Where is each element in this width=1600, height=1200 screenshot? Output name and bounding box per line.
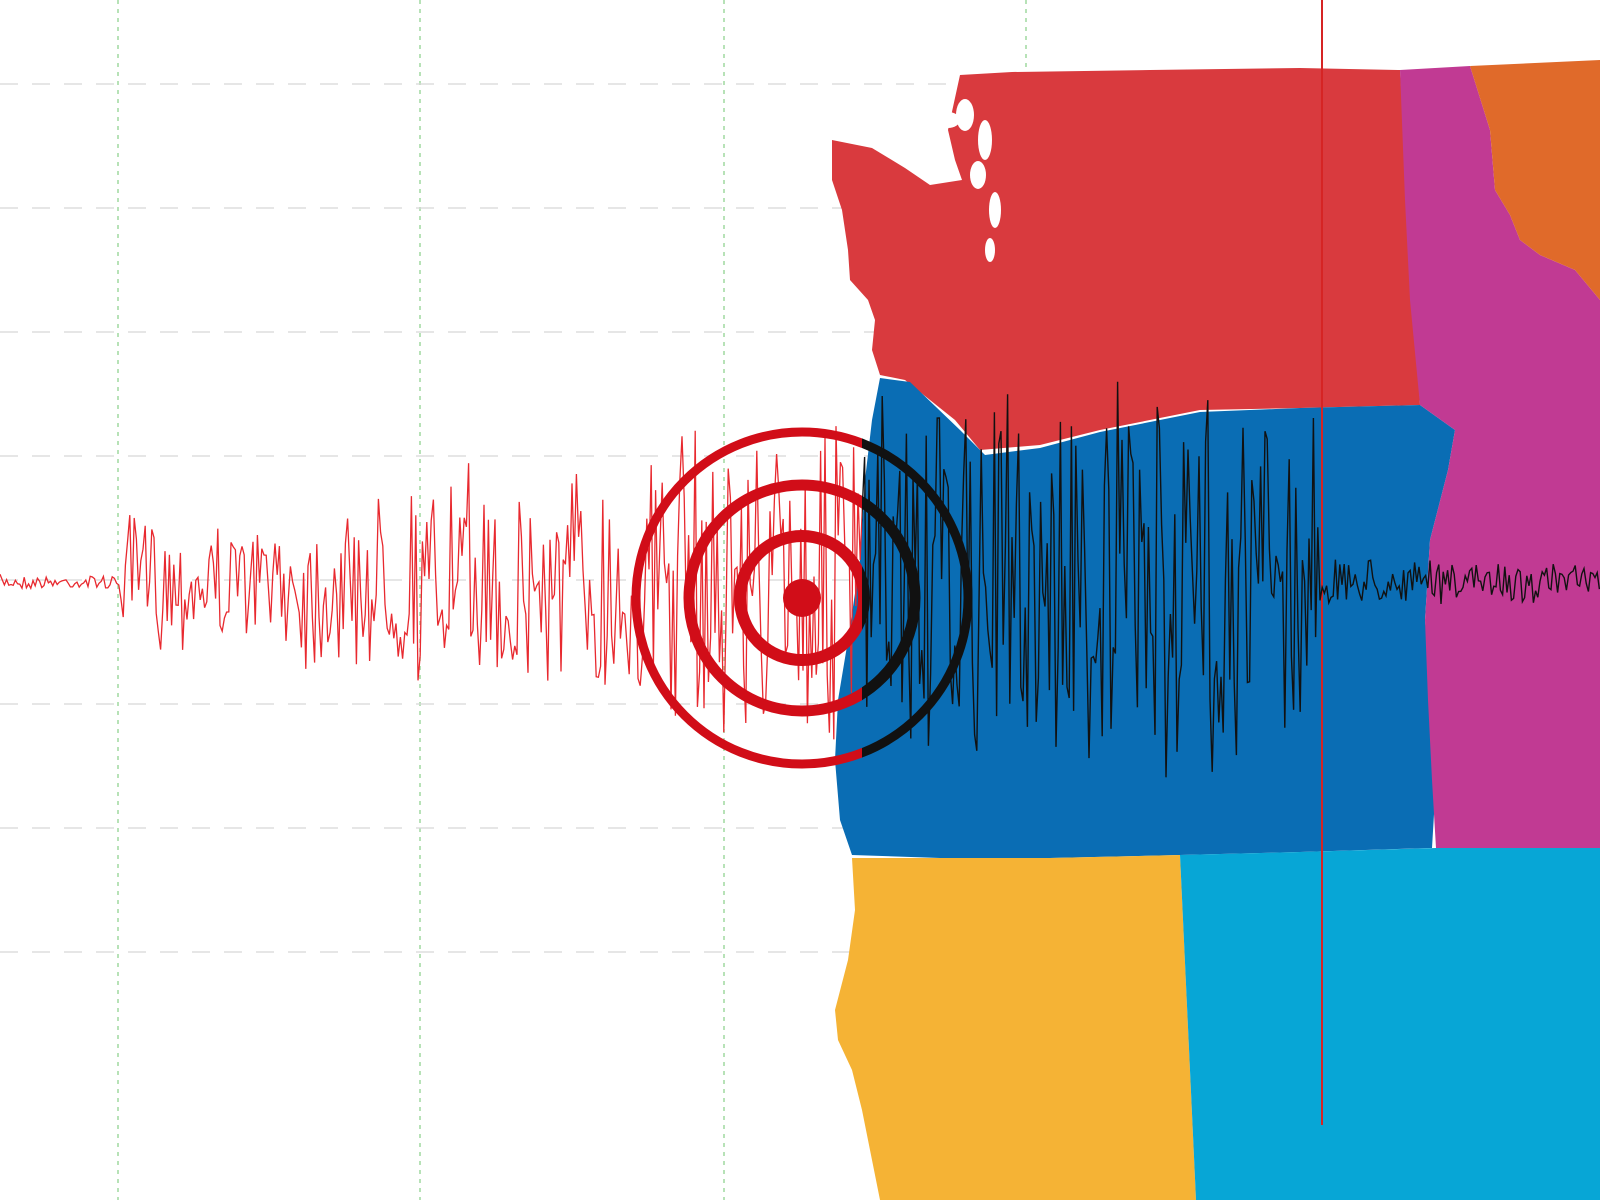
state-map (832, 60, 1600, 1200)
epicenter-ring (862, 566, 870, 630)
epicenter-ring (862, 438, 973, 758)
earthquake-epicenter-icon (631, 427, 973, 769)
island-shape (936, 112, 960, 128)
montana-region (1470, 60, 1600, 300)
epicenter-rings-red (631, 427, 862, 769)
island-shape (970, 161, 986, 189)
island-shape (989, 192, 1001, 228)
puget-sound-islands (936, 99, 1001, 262)
island-shape (985, 238, 995, 262)
epicenter-ring (683, 479, 862, 717)
epicenter-dot (783, 579, 821, 617)
epicenter-ring (734, 530, 862, 666)
nevada-region (1180, 848, 1600, 1200)
seismic-trace-right (862, 381, 1600, 778)
epicenter-ring (631, 427, 862, 769)
seismogram-line-black (862, 381, 1600, 778)
california-region (835, 855, 1196, 1200)
island-shape (956, 99, 974, 131)
epicenter-rings-black (862, 438, 973, 758)
island-shape (978, 120, 992, 160)
idaho-region (1400, 66, 1600, 848)
epicenter-ring (862, 495, 921, 701)
